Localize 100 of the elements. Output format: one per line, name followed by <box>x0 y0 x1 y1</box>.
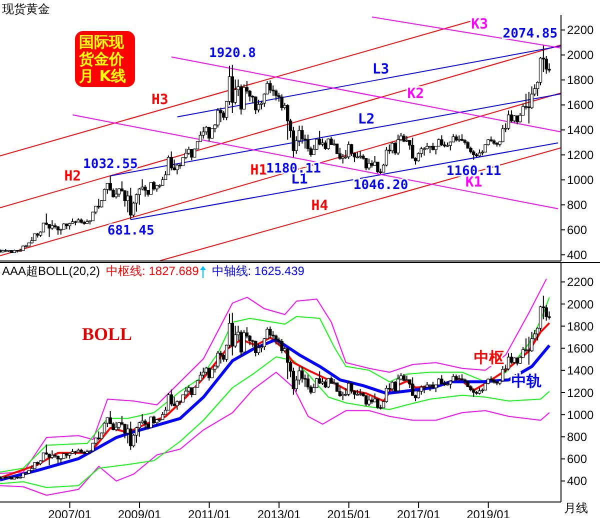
series-label: H3 <box>151 92 168 108</box>
candlestick <box>176 163 179 175</box>
y-tick-label: 1600 <box>567 98 594 112</box>
candlestick <box>367 158 371 171</box>
y-tick-label: 600 <box>567 223 588 238</box>
candlestick <box>149 182 153 195</box>
candlestick <box>240 84 243 116</box>
y-tick-label: 2000 <box>567 297 594 312</box>
candlestick <box>170 150 173 171</box>
candlestick <box>286 104 290 140</box>
y-tick-label: 800 <box>567 198 588 212</box>
candlestick <box>170 389 173 407</box>
candlestick <box>364 157 368 171</box>
candlestick <box>234 325 237 348</box>
y-tick-label: 2200 <box>567 275 594 290</box>
y-tick-label: 1400 <box>567 123 594 138</box>
candlestick <box>254 340 258 357</box>
candlestick <box>306 374 310 390</box>
candlestick <box>216 350 220 369</box>
candlestick <box>216 108 220 128</box>
annotation: 中枢 <box>474 349 504 366</box>
candlestick <box>234 79 237 105</box>
series-label: H4 <box>311 198 328 214</box>
candlestick <box>256 99 260 113</box>
candlestick <box>240 330 243 358</box>
candlestick <box>376 398 380 410</box>
candlestick <box>149 416 153 428</box>
y-tick-label: 2200 <box>567 23 594 38</box>
candlestick <box>274 334 278 345</box>
candlestick <box>274 89 278 101</box>
candlestick <box>440 374 444 386</box>
y-tick-label: 1800 <box>567 319 594 334</box>
candlestick <box>219 107 222 123</box>
y-tick-label: 800 <box>567 430 588 444</box>
candlestick <box>367 395 371 406</box>
candlestick <box>242 84 246 110</box>
candlestick <box>134 426 138 444</box>
annotation: 1032.55 <box>83 156 138 172</box>
line-series <box>0 372 550 496</box>
chart-title: 现货黄金 <box>2 1 50 18</box>
text: 中轴线: 1625.439 <box>212 263 304 280</box>
x-axis-title: 月线 <box>564 500 588 517</box>
candlestick <box>506 110 510 130</box>
y-tick-label: 600 <box>567 452 588 466</box>
candlestick <box>254 96 258 115</box>
candlestick <box>190 148 194 161</box>
candlestick <box>396 374 400 394</box>
series-label: H1 <box>250 162 268 179</box>
candlestick <box>286 347 290 380</box>
candlestick <box>242 330 246 353</box>
y-tick-label: 400 <box>567 248 588 262</box>
candlestick <box>318 370 322 384</box>
candlestick <box>114 421 118 432</box>
candlestick <box>341 153 344 164</box>
candlestick <box>268 326 272 338</box>
chart-title: AAA超BOLL(20,2) <box>2 263 100 280</box>
candlestick <box>208 126 211 142</box>
annotation: 681.45 <box>107 224 154 239</box>
y-tick-label: 1600 <box>567 342 594 356</box>
annotation: 1046.20 <box>353 178 408 194</box>
candlestick <box>152 180 156 192</box>
series-label: K3 <box>471 16 488 33</box>
candlestick <box>501 366 504 382</box>
candlestick <box>202 126 205 140</box>
candlestick <box>280 338 284 354</box>
candlestick <box>420 384 423 396</box>
candlestick <box>506 352 510 371</box>
candlestick <box>318 130 322 146</box>
candlestick <box>390 380 394 392</box>
series-label: K2 <box>407 86 424 102</box>
series-label: L2 <box>358 111 375 128</box>
candlestick <box>300 366 304 384</box>
candlestick <box>256 343 260 356</box>
annotation: 1920.8 <box>209 46 256 61</box>
candlestick <box>338 386 342 398</box>
candlestick <box>390 141 394 154</box>
candlestick <box>190 387 194 398</box>
series-label: H2 <box>64 168 82 185</box>
y-tick-label: 2000 <box>567 48 594 62</box>
candlestick <box>420 146 423 158</box>
candlestick <box>394 141 397 156</box>
candlestick <box>440 134 444 146</box>
y-tick-label: 1200 <box>567 148 594 162</box>
y-tick-label: 1800 <box>567 73 594 88</box>
candlestick <box>129 421 132 450</box>
candlestick <box>176 400 179 410</box>
candlestick <box>396 134 400 156</box>
candlestick <box>97 198 100 210</box>
candlestick <box>501 124 504 143</box>
candlestick <box>300 125 304 144</box>
candlestick <box>219 350 222 364</box>
candlestick <box>129 187 132 220</box>
candlestick <box>208 367 211 382</box>
series-label: L3 <box>372 61 390 78</box>
annotation: BOLL <box>82 324 132 345</box>
y-tick-label: 1000 <box>567 408 594 422</box>
candlestick <box>280 94 284 112</box>
candlestick <box>347 140 350 160</box>
candlestick <box>114 188 118 200</box>
text: 中枢线: 1827.689 <box>106 263 200 280</box>
